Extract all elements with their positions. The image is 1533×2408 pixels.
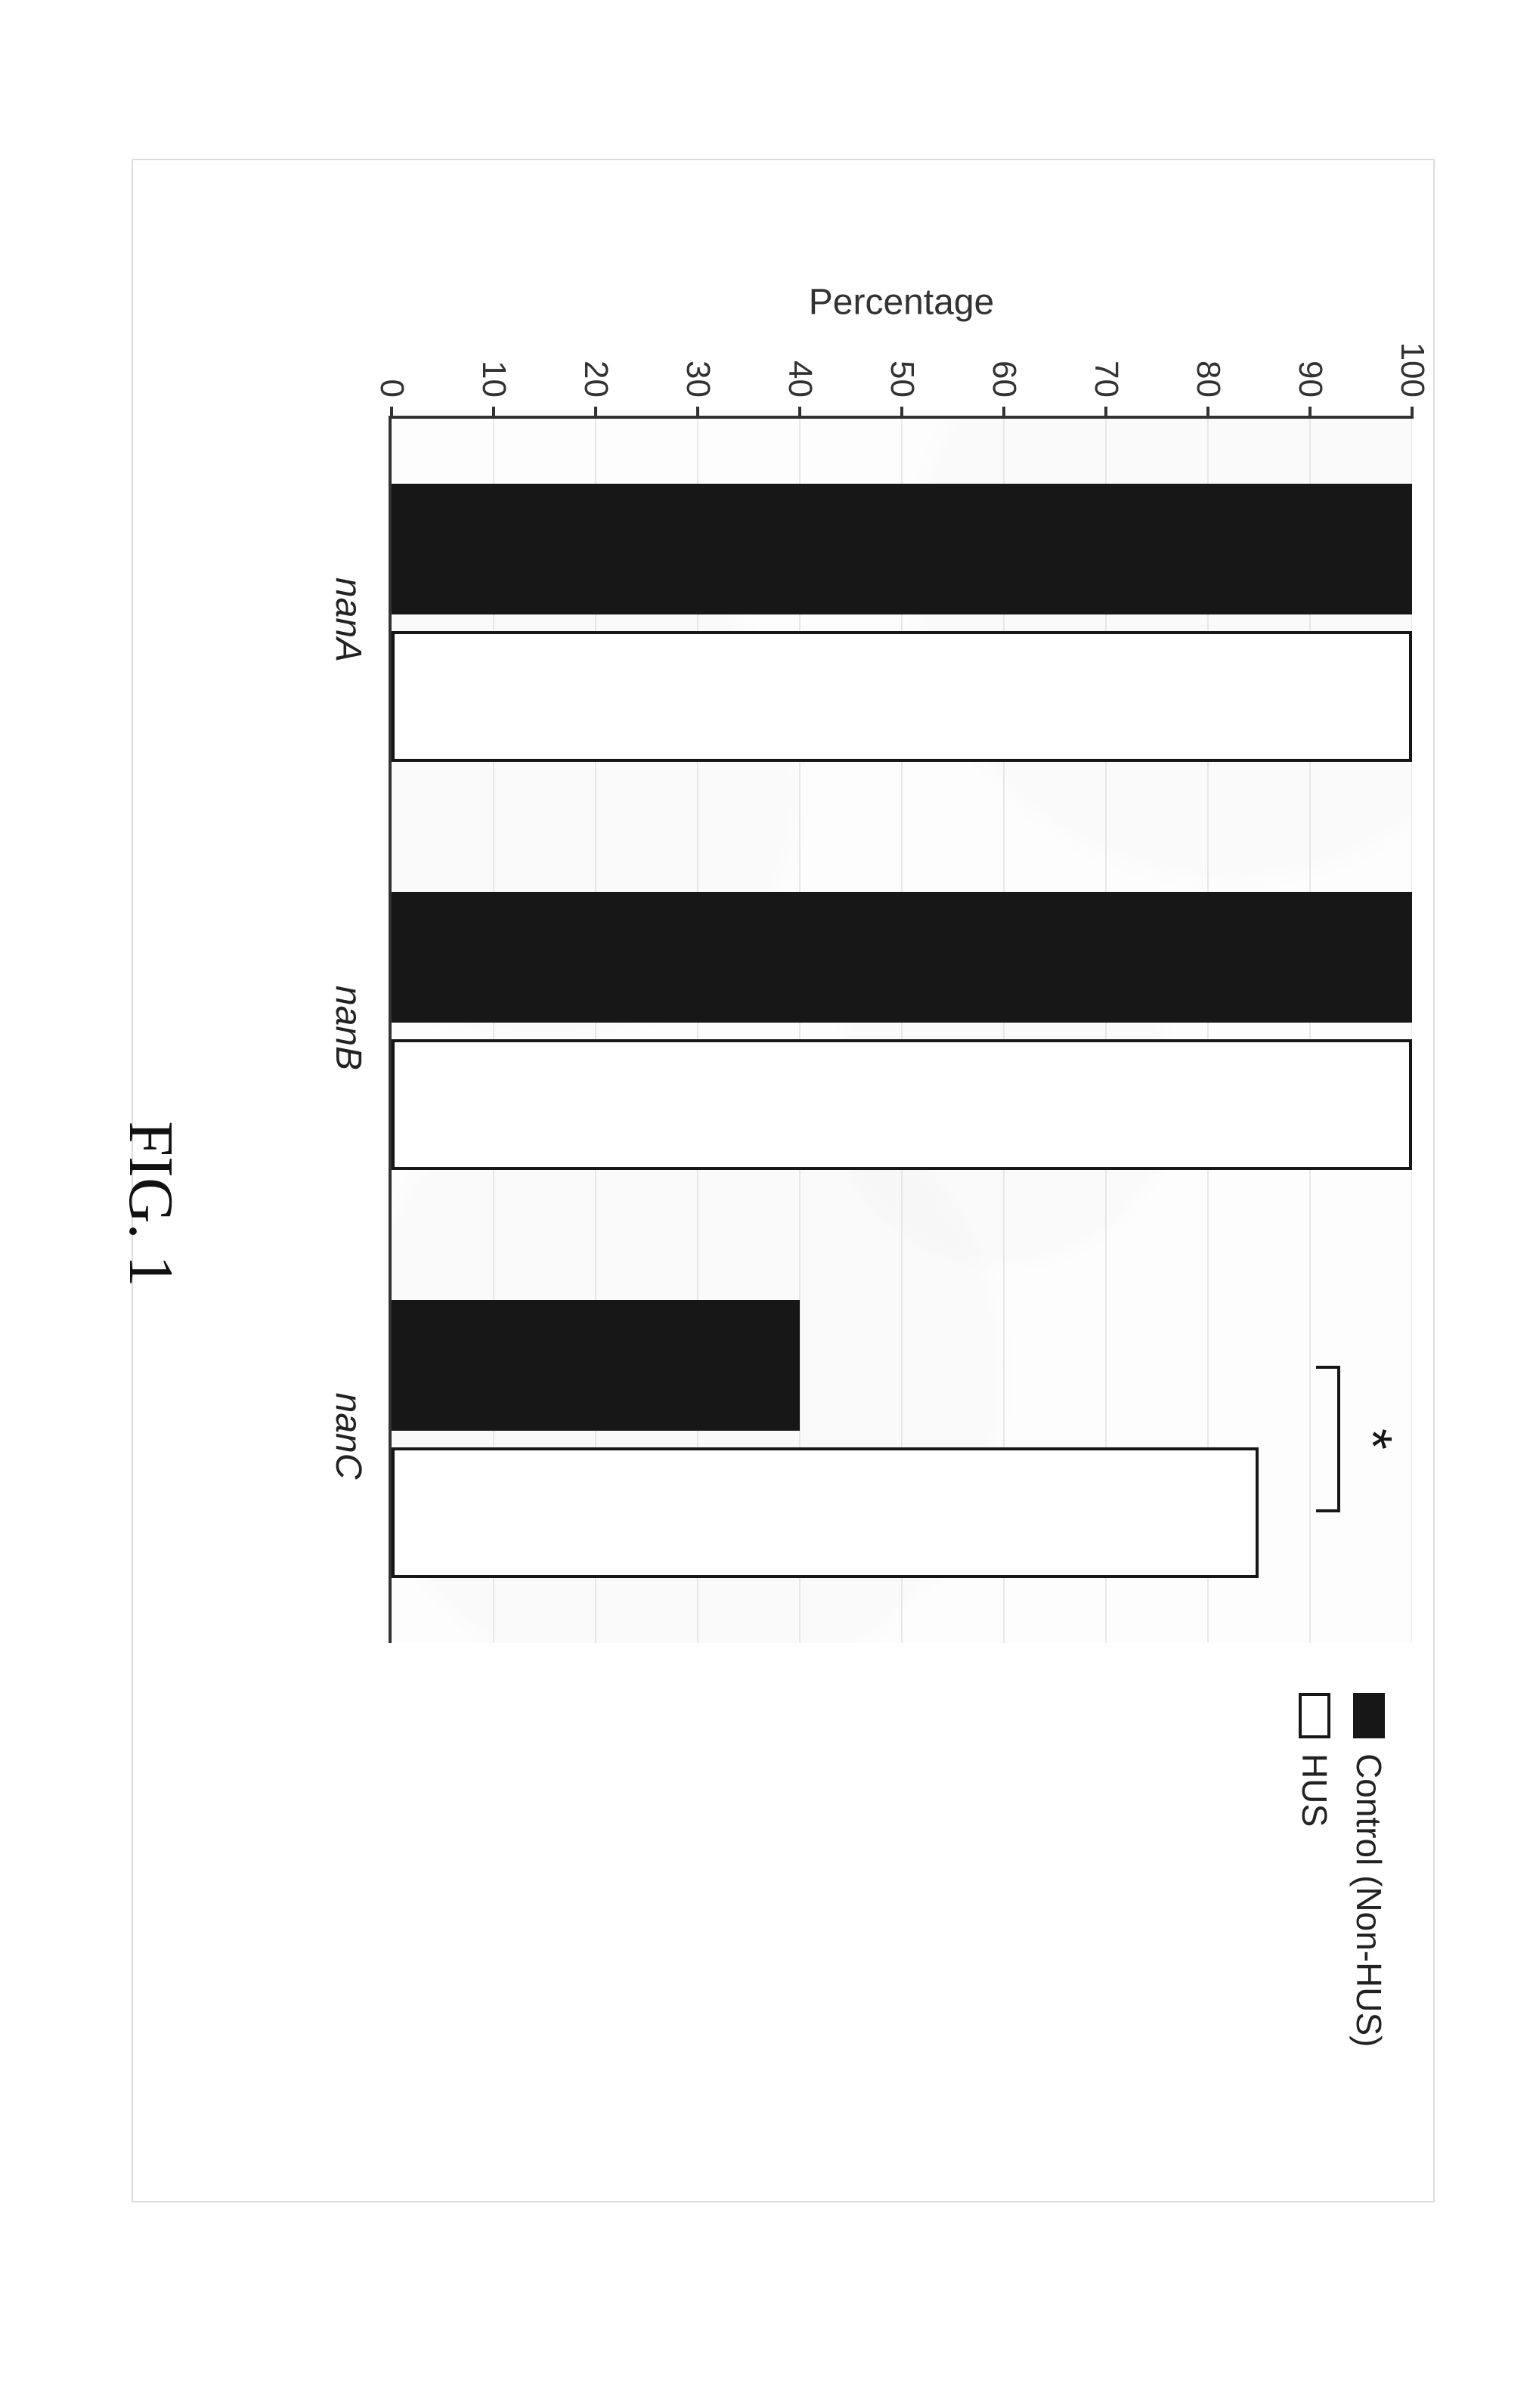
y-tick-label: 10 xyxy=(475,361,513,398)
x-category-label: nanB xyxy=(327,986,369,1070)
y-tick-label: 80 xyxy=(1189,361,1227,398)
y-axis-title-wrapper: Percentage xyxy=(392,280,1412,325)
y-tick-label: 90 xyxy=(1291,361,1329,398)
legend-item: HUS xyxy=(1294,1693,1335,2047)
y-tick xyxy=(1104,407,1107,419)
y-tick xyxy=(1206,407,1209,419)
y-tick xyxy=(390,407,393,419)
legend-label: HUS xyxy=(1294,1753,1335,1827)
figure-caption: FIG. 1 xyxy=(114,0,187,2408)
bar xyxy=(392,1447,1259,1578)
y-tick xyxy=(900,407,903,419)
chart: Percentage 0102030405060708090100* Contr… xyxy=(187,234,1412,2169)
significance-star: * xyxy=(1346,1428,1400,1450)
page: Percentage 0102030405060708090100* Contr… xyxy=(0,0,1533,2408)
x-category-label: nanA xyxy=(327,577,369,662)
y-tick xyxy=(1002,407,1005,419)
y-tick-label: 0 xyxy=(373,379,410,398)
landscape-canvas: Percentage 0102030405060708090100* Contr… xyxy=(0,0,1533,2408)
y-axis-title: Percentage xyxy=(809,282,995,323)
bar xyxy=(392,1039,1412,1170)
significance-bracket xyxy=(1338,1366,1341,1512)
y-tick-label: 40 xyxy=(781,361,819,398)
y-tick-label: 30 xyxy=(679,361,717,398)
bar xyxy=(392,1300,800,1431)
y-tick xyxy=(594,407,597,419)
bar xyxy=(392,484,1412,614)
y-tick-label: 100 xyxy=(1393,342,1431,398)
y-tick-label: 70 xyxy=(1087,361,1125,398)
legend-swatch-hus xyxy=(1299,1693,1330,1738)
x-category-label: nanC xyxy=(327,1393,369,1480)
legend-item: Control (Non-HUS) xyxy=(1349,1693,1389,2047)
legend: Control (Non-HUS) HUS xyxy=(1281,1693,1389,2047)
bar xyxy=(392,631,1412,762)
y-tick xyxy=(492,407,495,419)
y-tick xyxy=(798,407,801,419)
legend-label: Control (Non-HUS) xyxy=(1349,1753,1389,2047)
legend-swatch-control xyxy=(1353,1693,1385,1738)
y-tick xyxy=(1308,407,1312,419)
y-tick xyxy=(696,407,699,419)
y-tick-label: 20 xyxy=(577,361,615,398)
y-tick-label: 50 xyxy=(883,361,921,398)
y-tick-label: 60 xyxy=(985,361,1023,398)
plot-area: 0102030405060708090100* xyxy=(389,416,1412,1643)
bar xyxy=(392,892,1412,1023)
y-tick xyxy=(1411,407,1414,419)
